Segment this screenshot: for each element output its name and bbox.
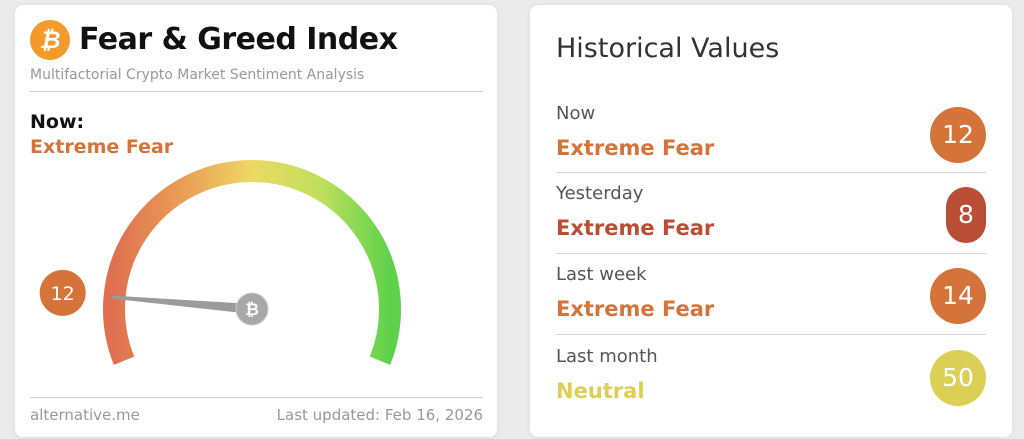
divider [556,334,986,335]
gauge: ₿ 12 [39,160,401,365]
row-label: Last week [556,264,647,285]
now-label: Now: [30,111,85,133]
row-value-badge: 12 [930,107,986,163]
bitcoin-icon [235,292,269,326]
row-classification: Extreme Fear [556,136,715,160]
card-title: Fear & Greed Index [79,22,398,57]
row-value-badge: 14 [930,268,986,324]
gauge-needle [111,295,253,314]
historical-title: Historical Values [556,33,780,64]
row-classification: Extreme Fear [556,297,715,321]
bitcoin-icon: ₿ [30,20,70,60]
last-updated: Last updated: Feb 16, 2026 [276,406,483,424]
row-label: Yesterday [556,183,644,204]
gauge-value: 12 [51,283,75,305]
historical-values-card: Historical Values Now Extreme Fear 12 Ye… [530,5,1012,437]
fear-greed-card: ₿ Fear & Greed Index Multifactorial Cryp… [15,5,497,437]
row-classification: Neutral [556,379,645,403]
now-classification: Extreme Fear [30,136,174,158]
gauge-arc [103,160,401,365]
row-label: Last month [556,346,658,367]
divider [556,253,986,254]
row-value-badge: 8 [946,187,986,243]
bitcoin-icon-glyph: ₿ [245,300,259,320]
gauge-value-badge [39,269,86,316]
card-subtitle: Multifactorial Crypto Market Sentiment A… [30,67,365,83]
row-value-badge: 50 [930,350,986,406]
divider [30,91,483,92]
history-row-last-week: Last week Extreme Fear 14 [556,264,986,344]
row-classification: Extreme Fear [556,216,715,240]
history-row-last-month: Last month Neutral 50 [556,346,986,426]
history-row-now: Now Extreme Fear 12 [556,103,986,183]
row-label: Now [556,103,596,124]
divider [30,397,483,398]
history-row-yesterday: Yesterday Extreme Fear 8 [556,183,986,263]
source-link[interactable]: alternative.me [30,406,140,424]
divider [556,172,986,173]
